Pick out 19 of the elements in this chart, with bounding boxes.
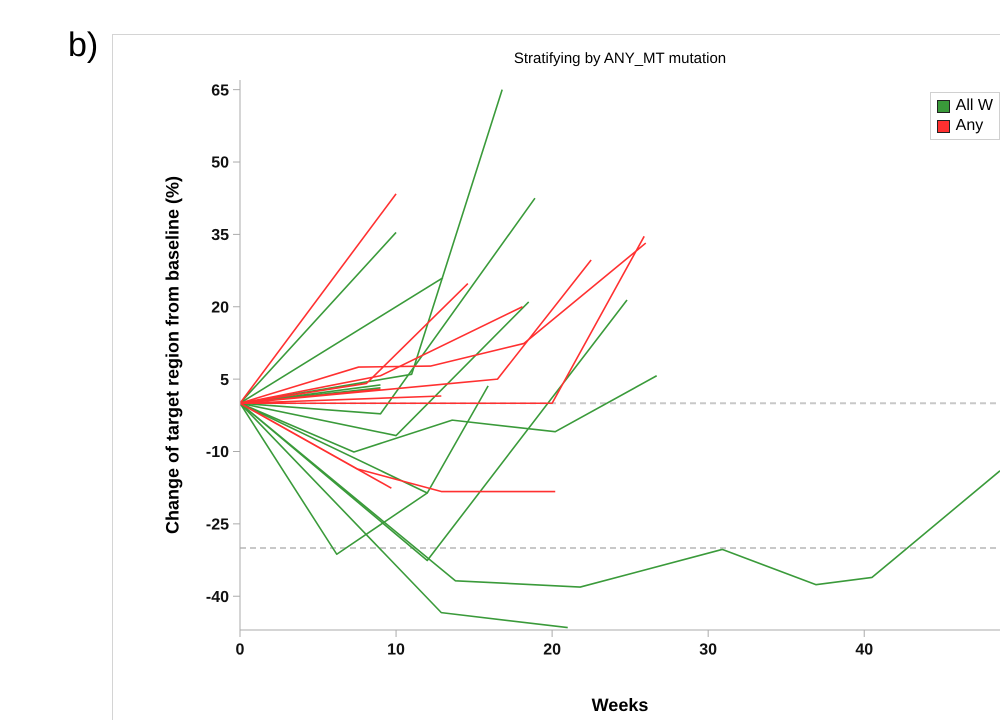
y-tick-label: 5: [220, 372, 230, 389]
y-tick-label: -25: [206, 516, 230, 534]
y-axis-title: Change of target region from baseline (%): [162, 176, 184, 534]
text: b): [68, 26, 98, 65]
x-axis-title: Weeks: [590, 695, 650, 716]
y-tick-label: -40: [206, 588, 230, 606]
x-tick-label: 40: [855, 641, 874, 658]
y-tick-label: 50: [211, 154, 230, 172]
legend-label: All W: [956, 96, 993, 116]
x-tick-label: 0: [236, 641, 245, 658]
y-tick-label: 35: [211, 227, 230, 244]
chart-title: Stratifying by ANY_MT mutation: [512, 50, 728, 67]
y-tick-label: 65: [211, 82, 230, 100]
y-tick-label: -10: [206, 444, 230, 462]
y-tick-label: 20: [211, 299, 230, 316]
x-tick-label: 10: [387, 641, 406, 658]
x-tick-label: 20: [543, 641, 562, 658]
x-tick-label: 30: [699, 641, 718, 658]
legend-label: Any: [956, 116, 984, 136]
